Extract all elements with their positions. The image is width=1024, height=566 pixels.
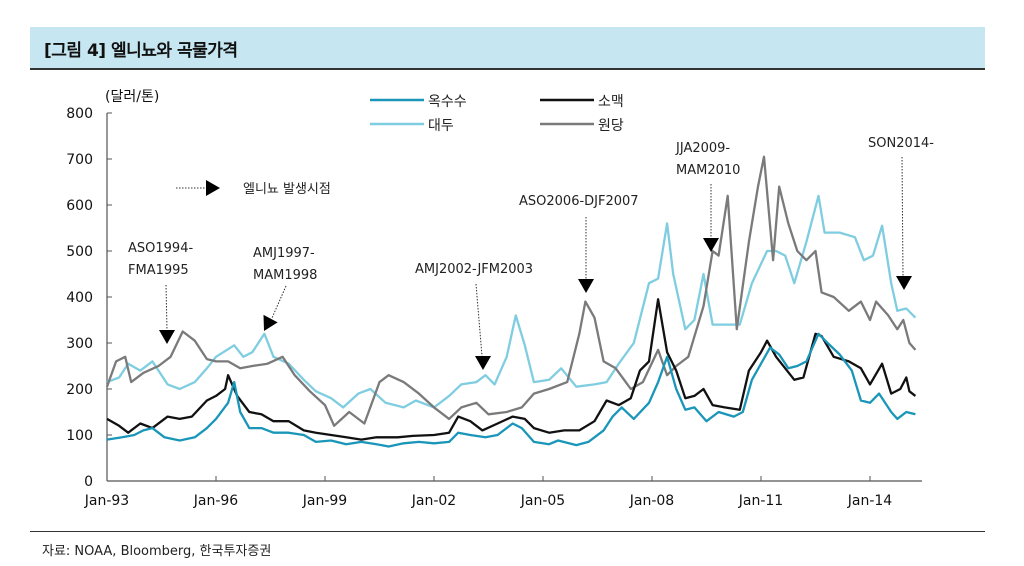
annotation-leader — [475, 283, 483, 357]
y-axis-unit-label: (달러/톤) — [105, 89, 159, 105]
legend-label: 옥수수 — [428, 94, 467, 110]
arrowhead-icon — [578, 279, 594, 293]
y-tick-label: 800 — [66, 106, 93, 122]
annotation-label: MAM1998 — [253, 268, 317, 283]
series-lines — [105, 155, 917, 448]
header-band: [그림 4] 엘니뇨와 곡물가격 — [30, 27, 985, 70]
legend-label: 대두 — [428, 118, 454, 134]
series-line-2 — [106, 298, 917, 441]
annotations: ASO1994- FMA1995 AMJ1997- MAM1998 AMJ2002-JF… — [128, 136, 934, 370]
arrowhead-icon — [159, 330, 175, 344]
y-tick-label: 0 — [84, 474, 93, 490]
annotation-label: JJA2009- — [675, 141, 730, 156]
series-line-1 — [106, 332, 916, 448]
x-tick-label: Jan-96 — [193, 493, 239, 509]
annotation-label: MAM2010 — [676, 163, 740, 178]
x-tick-label: Jan-11 — [738, 493, 783, 509]
annotation-label: AMJ2002-JFM2003 — [415, 262, 533, 277]
source-note: 자료: NOAA, Bloomberg, 한국투자증권 — [42, 544, 272, 559]
y-tick-label: 600 — [66, 198, 93, 214]
arrow-legend-label: 엘니뇨 발생시점 — [243, 182, 331, 197]
arrowhead-icon — [896, 276, 912, 290]
annotation-leader — [901, 156, 904, 277]
axes: 0 100 200 300 400 500 600 700 800 Jan-93 Jan-96 Jan… — [66, 106, 922, 509]
series-line-4 — [105, 155, 917, 427]
x-tick-label: Jan-14 — [847, 493, 893, 509]
arrowhead-icon — [206, 180, 220, 196]
y-tick-label: 300 — [66, 336, 93, 352]
x-tick-label: Jan-02 — [411, 493, 456, 509]
annotation-label: FMA1995 — [128, 263, 189, 278]
annotation-leader — [165, 284, 168, 331]
x-tick-label: Jan-93 — [84, 493, 129, 509]
legend-label: 소맥 — [598, 94, 624, 110]
legend-label: 원당 — [598, 118, 624, 134]
footer-divider — [30, 531, 985, 532]
x-tick-label: Jan-99 — [302, 493, 347, 509]
y-tick-label: 400 — [66, 290, 93, 306]
annotation-label: AMJ1997- — [253, 246, 315, 261]
annotation-label: ASO2006-DJF2007 — [519, 194, 639, 209]
y-tick-label: 700 — [66, 152, 93, 168]
y-tick-label: 100 — [66, 428, 93, 444]
arrowhead-icon — [263, 314, 278, 331]
annotation-leader — [271, 285, 287, 319]
arrowhead-icon — [703, 238, 719, 252]
y-tick-label: 200 — [66, 382, 93, 398]
x-tick-label: Jan-08 — [629, 493, 674, 509]
figure-title: [그림 4] 엘니뇨와 곡물가격 — [44, 41, 238, 61]
x-tick-label: Jan-05 — [520, 493, 565, 509]
annotation-label: SON2014- — [868, 136, 934, 151]
arrowhead-icon — [475, 356, 491, 370]
annotation-label: ASO1994- — [128, 241, 193, 256]
y-tick-label: 500 — [66, 244, 93, 260]
